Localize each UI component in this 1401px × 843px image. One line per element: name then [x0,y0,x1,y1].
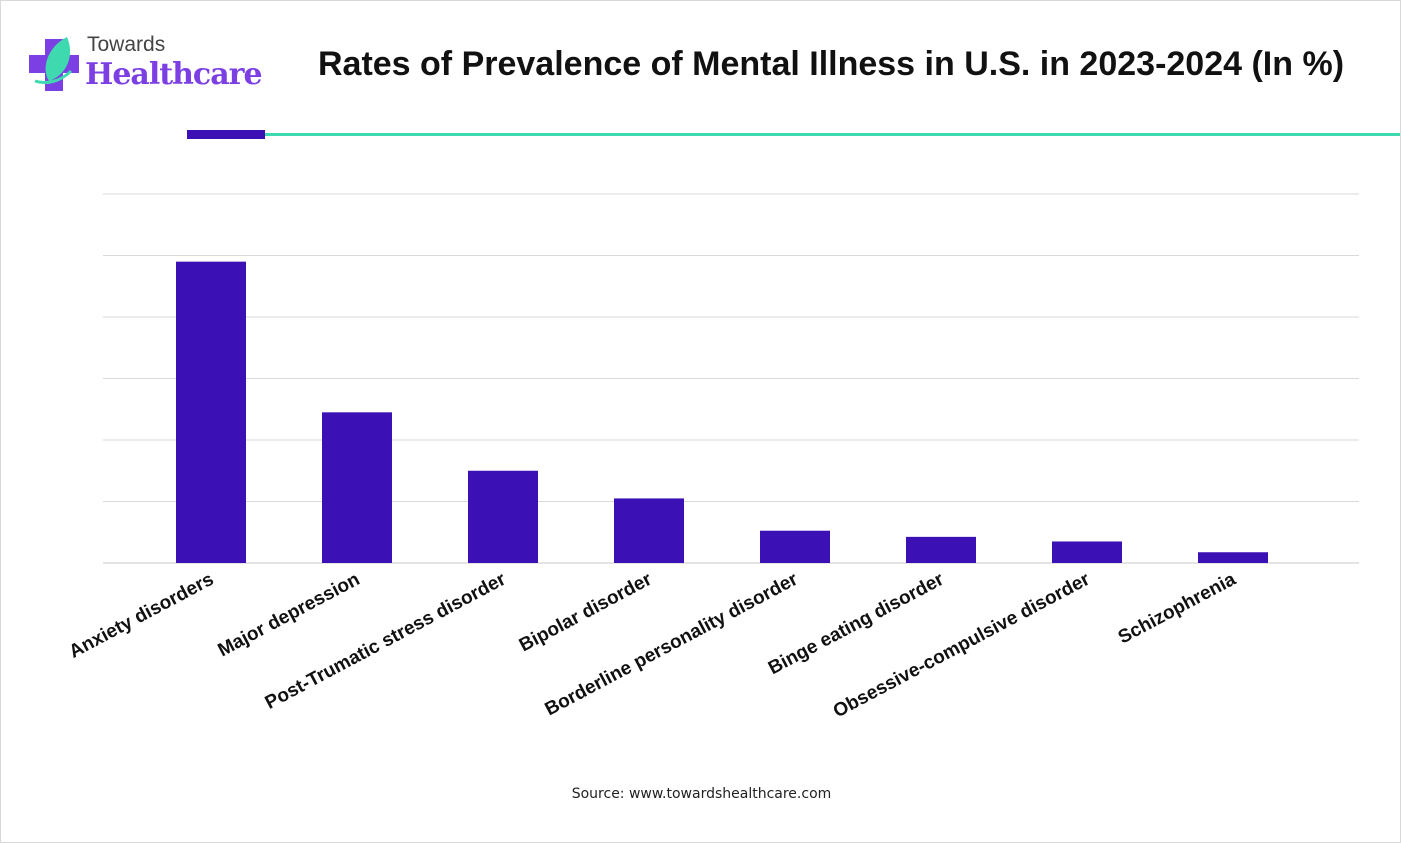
x-tick-label: Anxiety disorders [66,569,218,663]
bar [468,470,538,563]
x-tick-label: Bipolar disorder [516,569,656,657]
logo-line1: Towards [87,33,166,56]
bar [760,530,830,563]
source-note: Source: www.towardshealthcare.com [571,786,832,802]
chart-title: Rates of Prevalence of Mental Illness in… [317,45,1345,83]
bar [1198,552,1268,563]
bar [1052,541,1122,563]
x-tick-label: Major depression [215,569,364,661]
title-accent-bar [187,130,265,139]
x-tick-label: Schizophrenia [1115,569,1240,649]
logo-line2: Healthcare [85,57,263,92]
title-accent-line [265,133,1400,136]
x-tick-label: Post-Trumatic stress disorder [262,569,510,714]
x-tick-label: Borderline personality disorder [542,569,802,721]
bar [614,498,684,563]
bar [906,536,976,563]
x-tick-label: Obsessive-compulsive disorder [830,569,1094,723]
bar [176,261,246,563]
towards-healthcare-logo: Towards Healthcare [27,33,267,103]
bar [322,412,392,563]
medical-cross-leaf-icon [29,37,79,91]
